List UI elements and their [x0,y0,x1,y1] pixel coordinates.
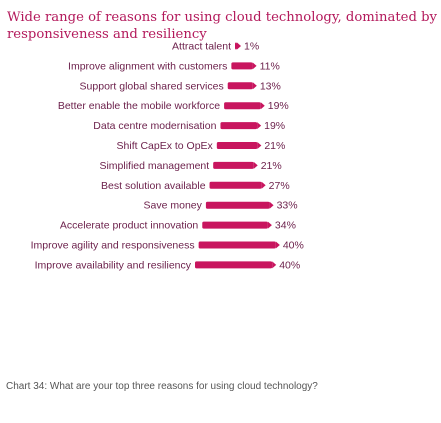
bar-tip [257,122,262,130]
bar-tip [252,62,257,70]
category-label: Improve alignment with customers [68,60,227,72]
bar-tip [253,161,258,169]
bar [213,161,254,169]
value-label: 40% [279,259,300,271]
bar [202,221,268,229]
bar [220,122,258,130]
category-label: Better enable the mobile workforce [58,100,220,112]
bar-tip [260,102,265,110]
category-label: Data centre modernisation [93,120,216,132]
bar-tip [252,82,257,90]
bar-tip [261,181,266,189]
category-label: Simplified management [99,160,209,172]
value-label: 11% [260,60,280,72]
bar [205,201,270,209]
category-label: Accelerate product innovation [60,220,198,232]
value-label: 21% [261,160,282,172]
bar [216,142,258,149]
bar-tip [267,221,272,229]
category-label: Shift CapEx to OpEx [117,140,214,152]
bar [198,241,276,249]
chart-caption: Chart 34: What are your top three reason… [6,381,318,392]
category-label: Attract talent [172,41,231,53]
category-label: Improve availability and resiliency [35,259,192,271]
bar [195,261,273,269]
category-label: Support global shared services [80,80,224,92]
bar-tip [272,261,277,269]
bar-tip [269,201,274,209]
value-label: 33% [277,200,298,212]
category-label: Save money [144,200,203,212]
value-label: 40% [283,240,304,252]
value-label: 19% [264,120,285,132]
bar [227,82,253,90]
bar [224,102,261,110]
chart-title: Wide range of reasons for using cloud te… [7,10,437,42]
bar [235,42,237,50]
value-label: 19% [268,100,289,112]
value-label: 21% [264,140,285,152]
category-label: Improve agility and responsiveness [31,240,195,252]
category-label: Best solution available [101,180,206,192]
value-label: 27% [269,180,290,192]
value-label: 34% [275,220,296,232]
bar [231,62,253,70]
bar-tip [257,142,262,149]
bar [209,181,262,189]
bar-tip [237,42,241,50]
value-label: 13% [260,80,281,92]
value-label: 1% [244,41,259,53]
bar-tip [275,241,280,249]
